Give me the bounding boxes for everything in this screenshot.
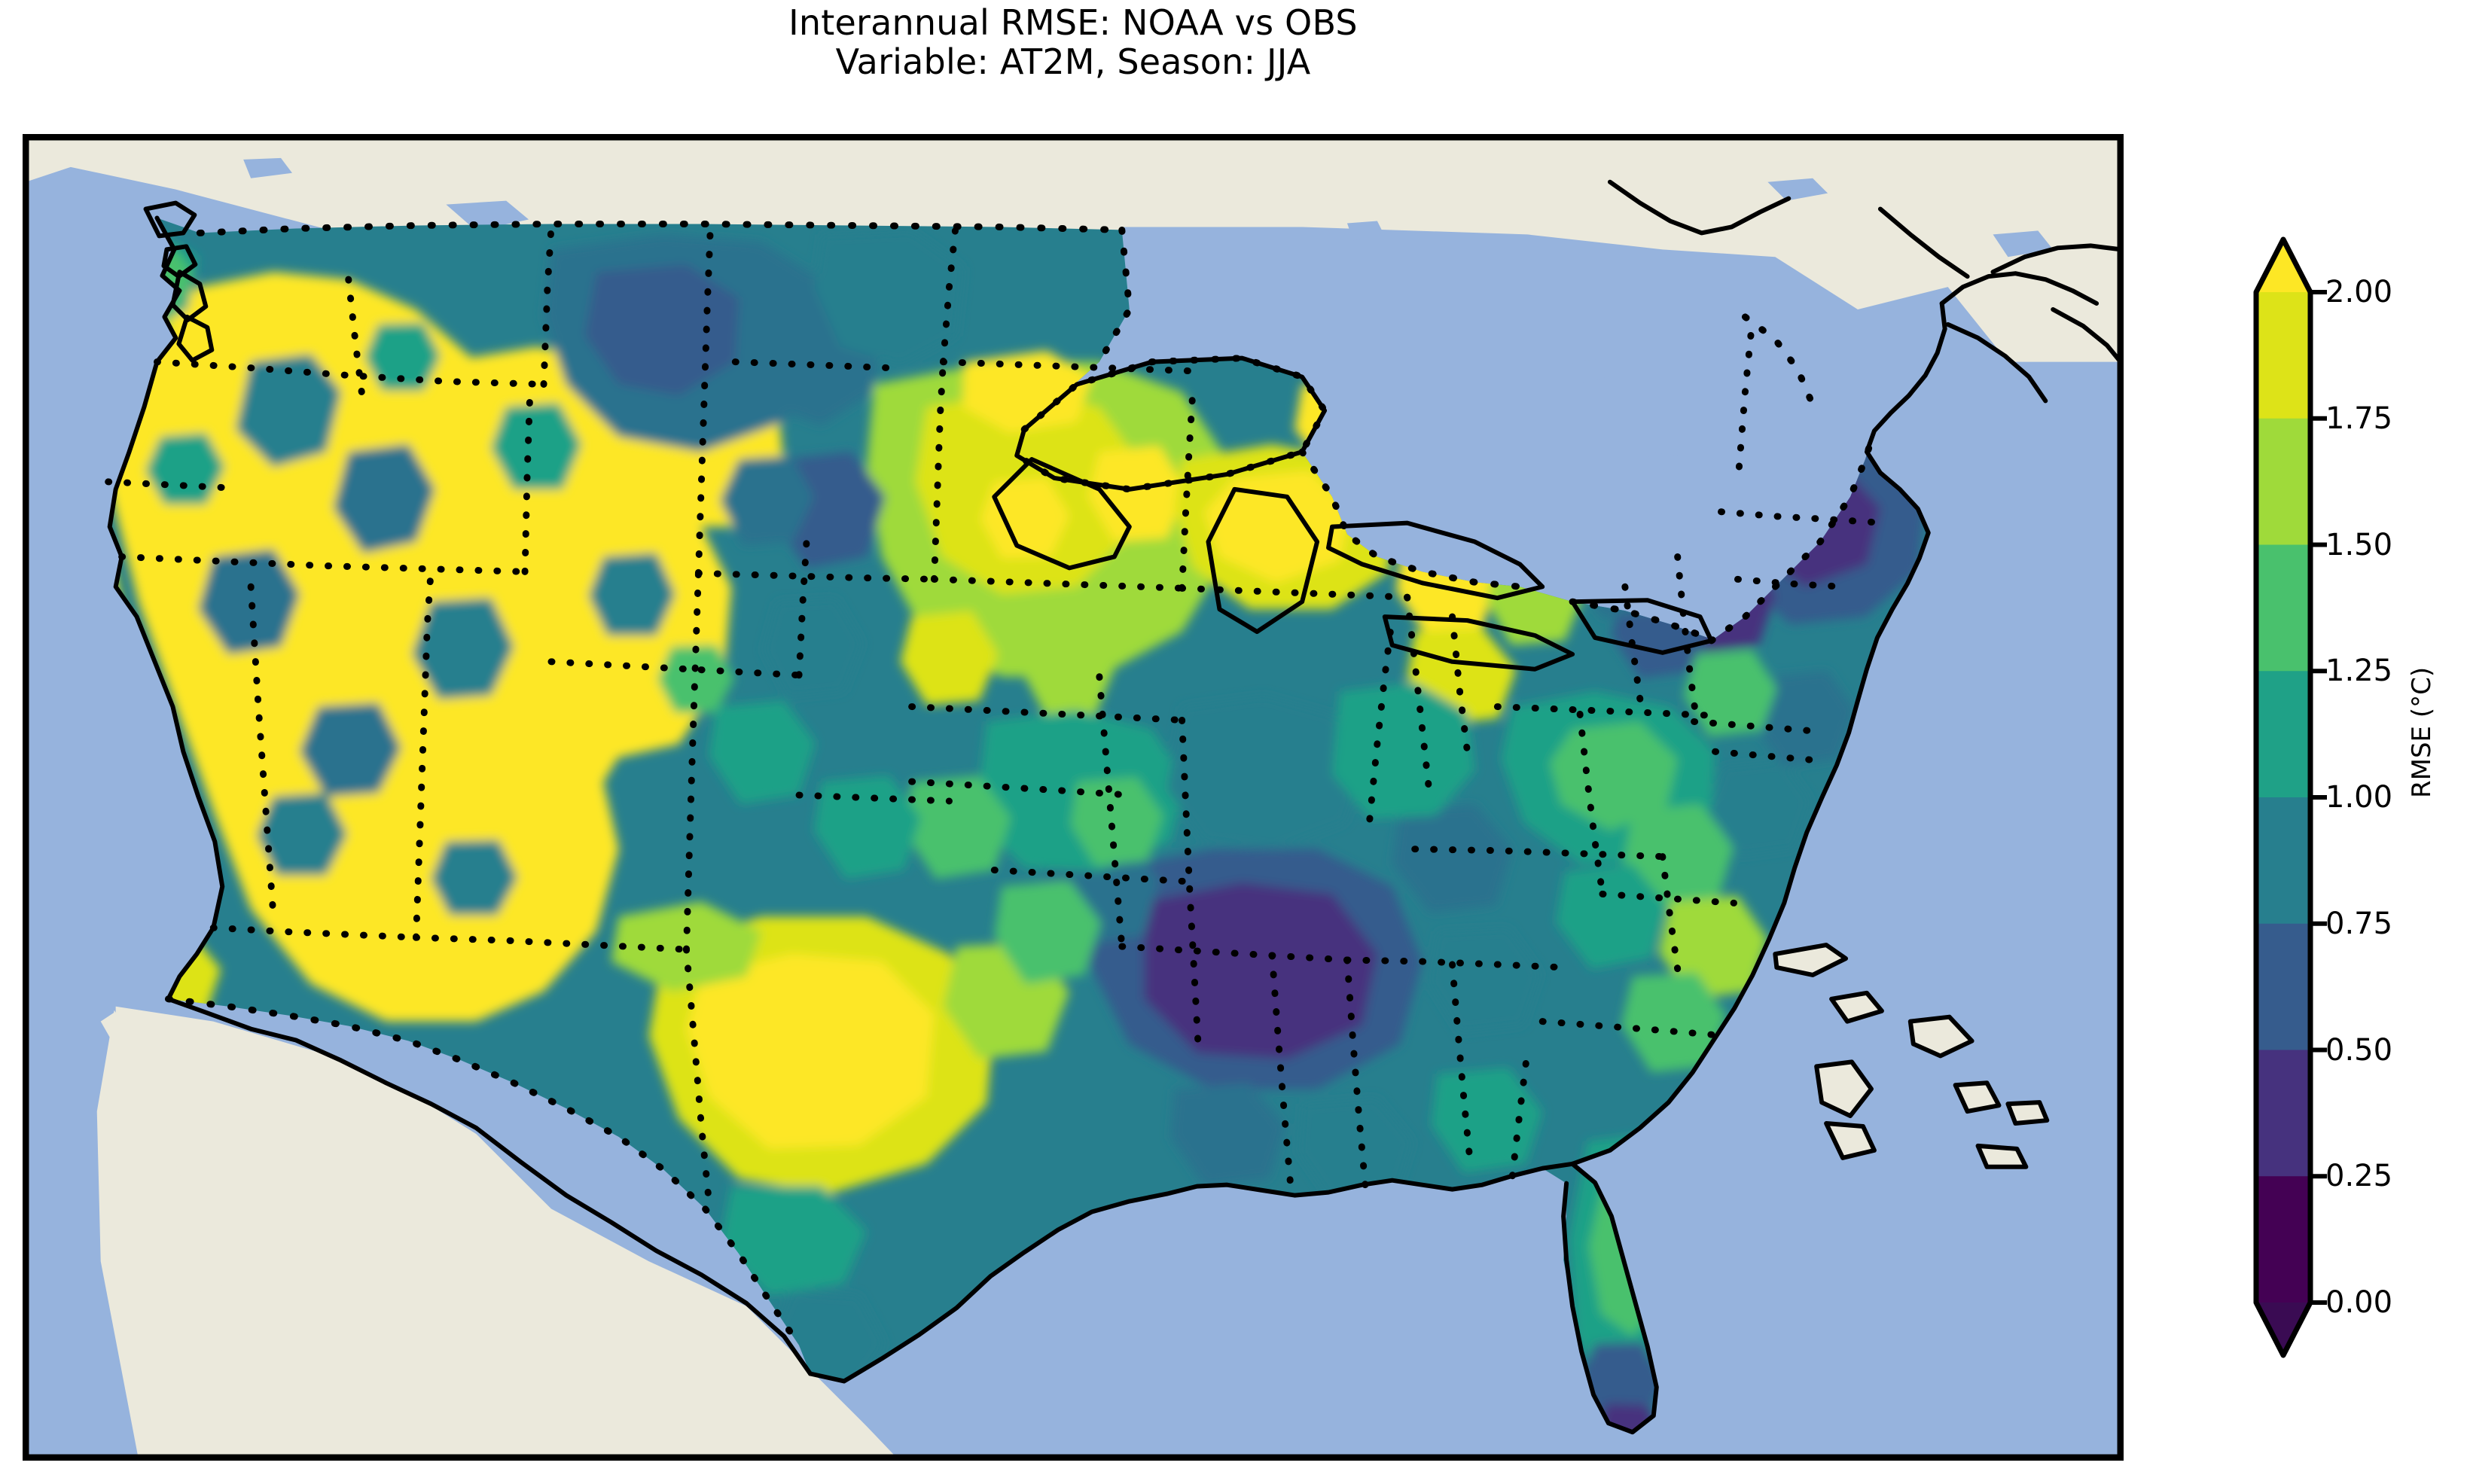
colorbar-tick-label: 0.50	[2325, 1032, 2393, 1068]
figure-subtitle: Variable: AT2M, Season: JJA	[835, 41, 1311, 82]
colorbar-band	[2256, 923, 2310, 1051]
colorbar-tick-label: 1.25	[2325, 654, 2393, 689]
map-frame	[26, 137, 2121, 1458]
state-border-layer	[105, 223, 1878, 1205]
figure-title-block: Interannual RMSE: NOAA vs OBS Variable: …	[23, 3, 2124, 81]
colorbar-band	[2256, 418, 2310, 546]
colorbar-tick-label: 1.50	[2325, 527, 2393, 562]
colorbar-tick-label: 0.25	[2325, 1159, 2393, 1194]
colorbar-tick-label: 1.75	[2325, 401, 2393, 436]
colorbar-band	[2256, 292, 2310, 419]
map-svg	[26, 137, 2121, 1458]
coastline-layer	[107, 179, 2121, 1435]
map-plot-area[interactable]	[23, 134, 2124, 1461]
colorbar-tick-label: 0.75	[2325, 906, 2393, 941]
colorbar-extend-low	[2256, 1303, 2310, 1355]
country-border-layer	[164, 220, 1878, 1349]
colorbar-band	[2256, 797, 2310, 925]
colorbar-tick-label: 0.00	[2325, 1285, 2393, 1320]
colorbar[interactable]	[2253, 236, 2327, 1358]
figure-title: Interannual RMSE: NOAA vs OBS	[788, 2, 1358, 43]
colorbar-tick-label: 1.00	[2325, 780, 2393, 815]
colorbar-tick-label: 2.00	[2325, 275, 2393, 309]
colorbar-band	[2256, 544, 2310, 672]
colorbar-band	[2256, 1176, 2310, 1303]
colorbar-bands	[2256, 292, 2310, 1303]
colorbar-ticks	[2310, 290, 2327, 1305]
colorbar-axis-label: RMSE (°C)	[2407, 666, 2437, 798]
colorbar-extend-high	[2256, 239, 2310, 292]
colorbar-band	[2256, 1050, 2310, 1177]
colorbar-tick-labels: 2.00 1.75 1.50 1.25 1.00 0.75 0.50 0.25 0.00	[2325, 239, 2438, 1355]
colorbar-band	[2256, 671, 2310, 798]
